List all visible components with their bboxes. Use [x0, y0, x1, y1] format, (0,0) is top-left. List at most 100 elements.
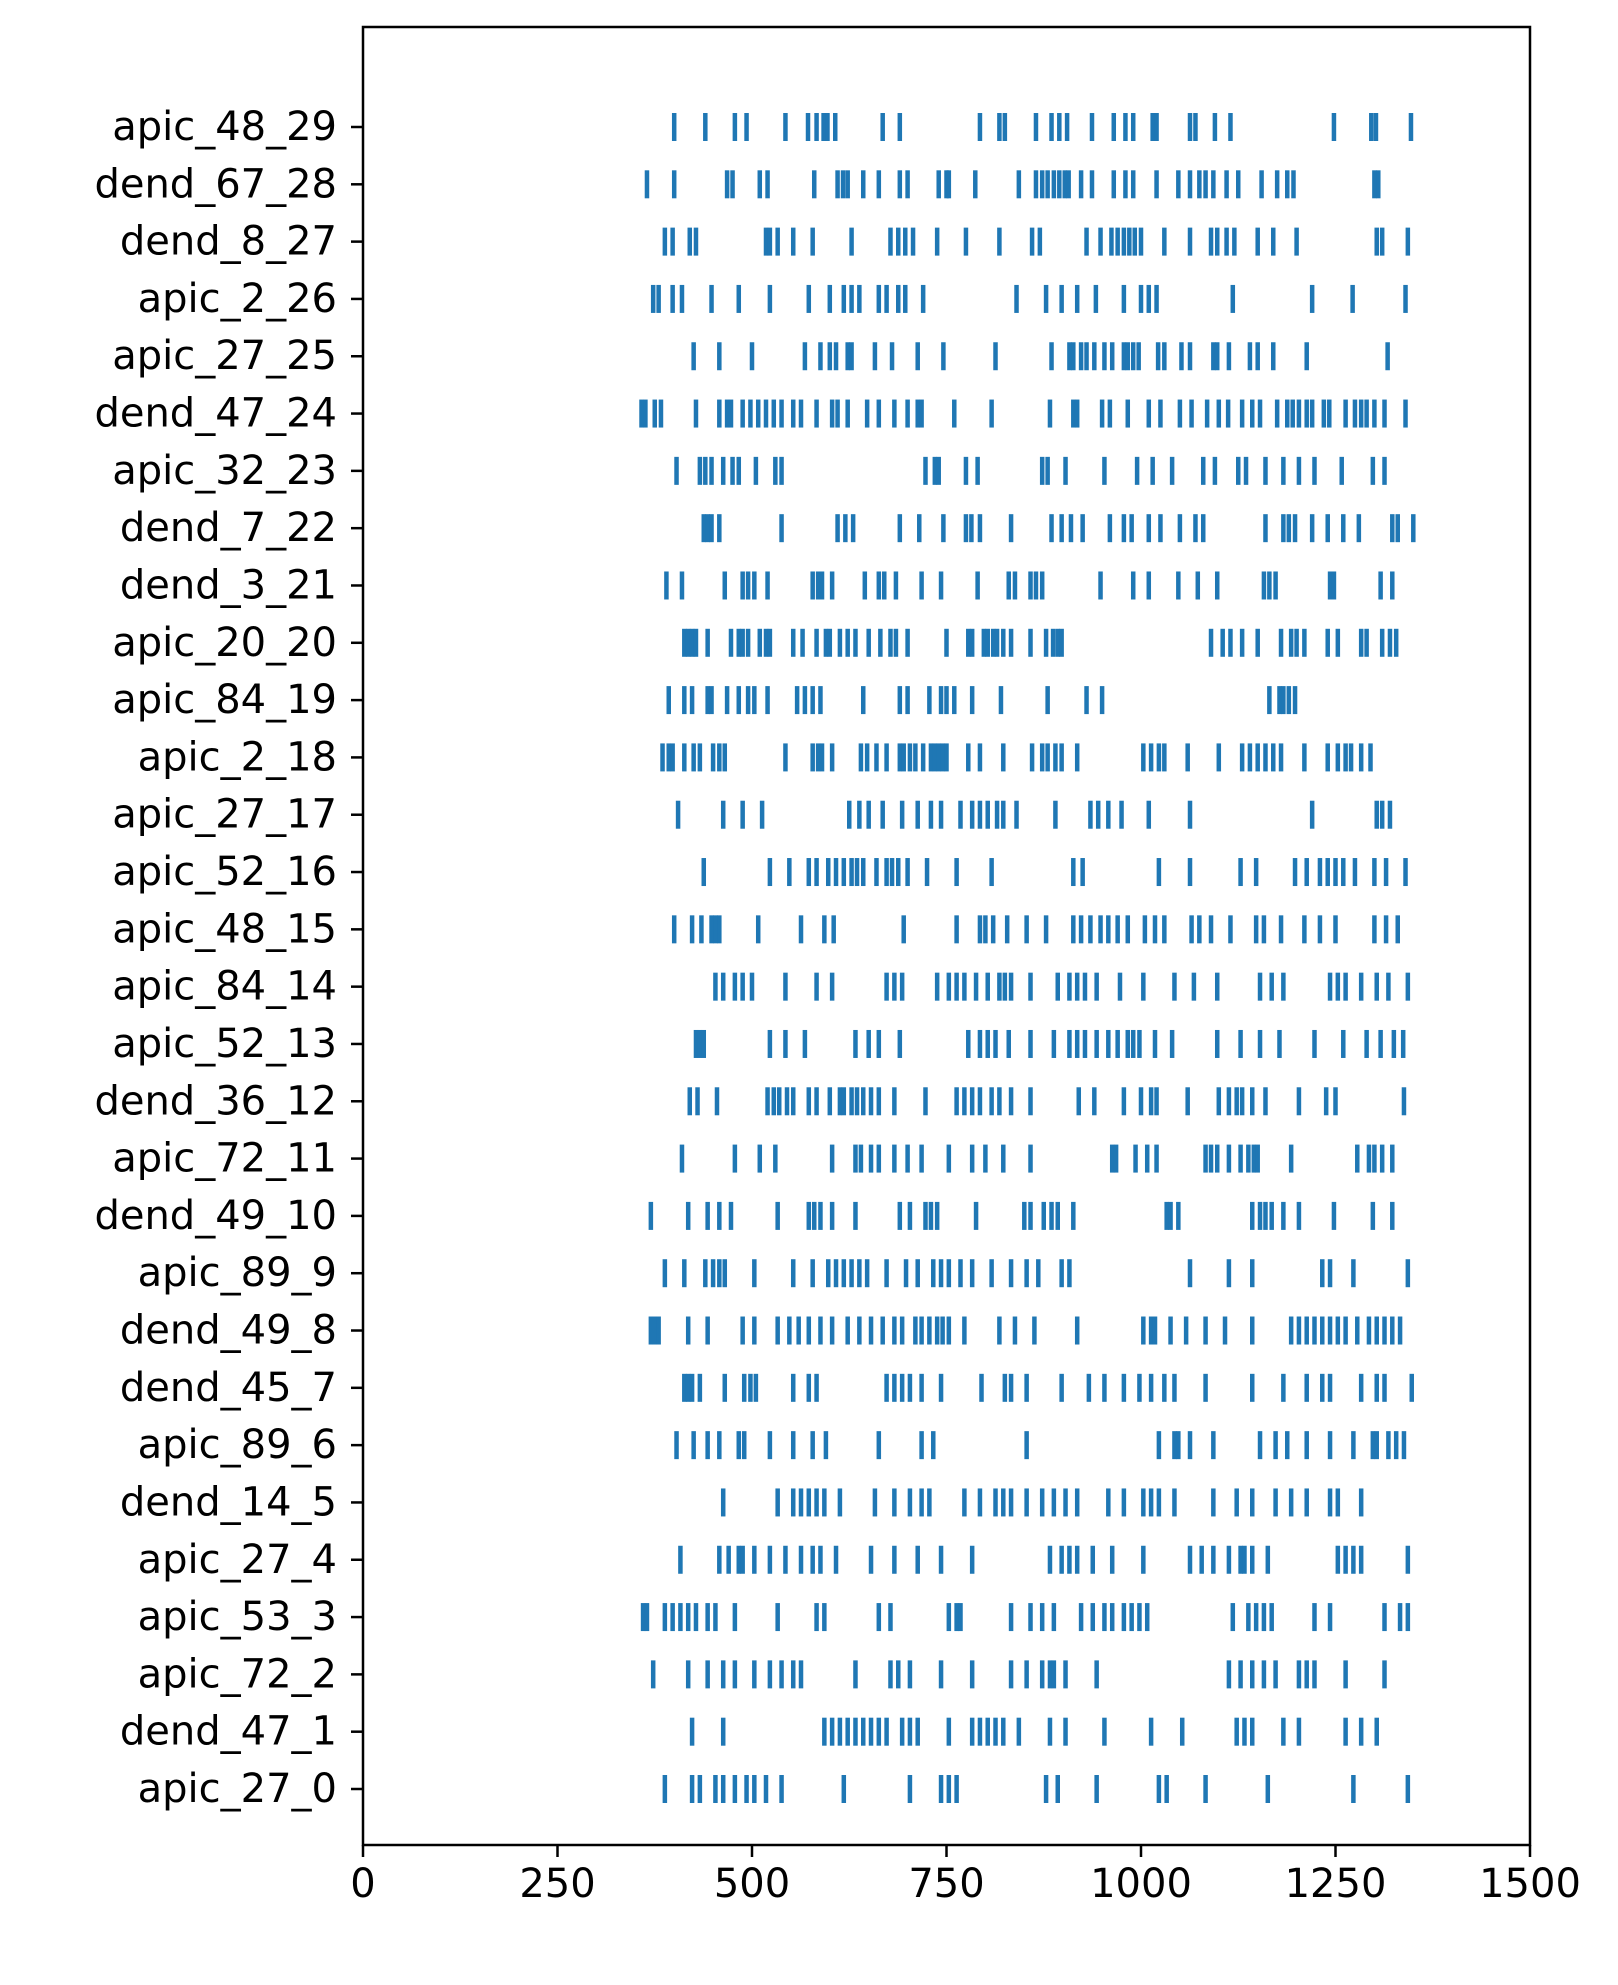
- spike-apic_27_25-14: [1049, 342, 1054, 371]
- spike-row-dend_49_8: [648, 1316, 1403, 1345]
- spike-row-apic_27_4: [678, 1545, 1411, 1574]
- spike-apic_2_18-54: [1358, 743, 1364, 772]
- spike-apic_27_25-32: [1226, 342, 1232, 371]
- spike-apic_84_14-3: [740, 972, 745, 1001]
- spike-apic_48_29-8: [825, 113, 830, 141]
- spike-apic_53_3-35: [1312, 1603, 1317, 1632]
- spike-apic_84_14-14: [962, 972, 967, 1001]
- spike-apic_72_11-33: [1372, 1144, 1377, 1173]
- spike-apic_27_0-16: [1055, 1775, 1060, 1803]
- spike-apic_20_20-10: [763, 628, 769, 657]
- spike-apic_84_14-11: [934, 972, 940, 1001]
- spike-apic_2_18-33: [1045, 743, 1050, 772]
- spike-apic_53_3-7: [705, 1603, 710, 1632]
- spike-dend_8_27-35: [1294, 227, 1299, 256]
- spike-apic_27_25-22: [1121, 342, 1127, 371]
- spike-dend_67_28-2: [724, 170, 730, 199]
- spike-dend_47_24-49: [1309, 399, 1315, 428]
- spike-apic_20_20-28: [981, 628, 987, 657]
- spike-apic_89_6-1: [691, 1431, 696, 1460]
- spike-apic_2_18-39: [1156, 743, 1162, 772]
- spike-apic_27_4-34: [1351, 1545, 1356, 1574]
- spike-dend_14_5-3: [798, 1488, 804, 1517]
- spike-apic_89_9-20: [946, 1259, 952, 1288]
- spike-apic_53_3-37: [1382, 1603, 1387, 1632]
- spike-dend_67_28-8: [840, 170, 846, 199]
- spike-dend_7_22-32: [1325, 514, 1330, 543]
- spike-dend_47_24-18: [835, 399, 840, 428]
- spike-dend_3_21-29: [1261, 571, 1267, 600]
- spike-dend_49_8-49: [1382, 1316, 1387, 1345]
- spike-dend_7_22-23: [1158, 514, 1163, 543]
- spike-apic_53_3-19: [1028, 1603, 1033, 1632]
- spike-apic_20_20-17: [837, 628, 843, 657]
- spike-apic_89_6-3: [717, 1431, 722, 1460]
- spike-row-apic_20_20: [682, 628, 1399, 657]
- spike-apic_20_20-7: [740, 628, 745, 657]
- spike-dend_7_22-12: [969, 514, 974, 543]
- spike-apic_27_25-10: [889, 342, 895, 371]
- spike-apic_72_2-8: [790, 1660, 796, 1689]
- spike-apic_20_20-33: [1008, 628, 1014, 657]
- spike-apic_2_26-26: [1230, 284, 1236, 313]
- spike-dend_36_12-29: [1092, 1087, 1097, 1116]
- spike-apic_89_9-10: [833, 1259, 839, 1288]
- spike-apic_72_11-22: [1203, 1144, 1208, 1173]
- spike-apic_89_9-31: [1250, 1259, 1255, 1288]
- spike-apic_2_18-36: [1074, 743, 1080, 772]
- spike-apic_27_0-17: [1094, 1775, 1099, 1803]
- spike-apic_89_9-2: [703, 1259, 708, 1288]
- spike-apic_2_18-35: [1059, 743, 1064, 772]
- spike-apic_72_11-35: [1390, 1144, 1395, 1173]
- spike-apic_72_11-4: [829, 1144, 835, 1173]
- spike-dend_49_8-13: [845, 1316, 850, 1345]
- spike-apic_48_29-14: [1002, 113, 1008, 141]
- spike-dend_7_22-21: [1129, 514, 1134, 543]
- spike-dend_49_10-19: [1041, 1201, 1046, 1230]
- spike-apic_48_29-16: [1049, 113, 1054, 141]
- spike-apic_2_18-31: [1029, 743, 1035, 772]
- spike-apic_48_29-21: [1123, 113, 1128, 141]
- spike-dend_47_1-4: [837, 1717, 843, 1746]
- spike-apic_72_2-4: [732, 1660, 738, 1689]
- spike-apic_52_16-8: [849, 858, 854, 887]
- spike-dend_7_22-29: [1286, 514, 1292, 543]
- spike-apic_27_0-21: [1265, 1775, 1271, 1803]
- spike-dend_49_8-0: [648, 1316, 654, 1345]
- y-axis: apic_48_29 dend_67_28 dend_8_27 apic_2_26ap…: [94, 104, 363, 1812]
- spike-dend_3_21-4: [745, 571, 751, 600]
- spike-apic_20_20-23: [893, 628, 899, 657]
- spike-apic_2_26-22: [1121, 284, 1127, 313]
- spike-apic_84_14-33: [1281, 972, 1286, 1001]
- spike-apic_48_15-3: [709, 915, 714, 944]
- spike-apic_52_16-32: [1372, 858, 1377, 887]
- spike-dend_47_24-39: [1216, 399, 1222, 428]
- spike-apic_48_15-2: [699, 915, 704, 944]
- spike-dend_7_22-2: [709, 514, 714, 543]
- x-tick-label: 1250: [1285, 1861, 1387, 1907]
- spike-dend_47_24-30: [1074, 399, 1080, 428]
- spike-dend_47_1-21: [1047, 1717, 1053, 1746]
- spike-dend_47_24-26: [952, 399, 957, 428]
- spike-apic_20_20-30: [990, 628, 996, 657]
- spike-apic_27_0-2: [697, 1775, 703, 1803]
- spike-dend_8_27-14: [934, 227, 940, 256]
- spike-row-apic_72_2: [650, 1660, 1387, 1689]
- spike-apic_52_16-30: [1341, 858, 1346, 887]
- spike-dend_47_24-44: [1274, 399, 1280, 428]
- spike-apic_2_18-2: [670, 743, 675, 772]
- spike-apic_32_23-31: [1370, 456, 1376, 485]
- spike-dend_49_8-32: [1152, 1316, 1158, 1345]
- spike-apic_89_9-0: [662, 1259, 668, 1288]
- spike-dend_47_24-13: [779, 399, 784, 428]
- spike-dend_47_24-55: [1364, 399, 1369, 428]
- plot-frame: [361, 25, 1532, 1847]
- spike-apic_27_4-15: [938, 1545, 944, 1574]
- spike-dend_8_27-20: [1098, 227, 1103, 256]
- y-tick-label: dend_3_21: [120, 562, 337, 608]
- spike-row-dend_67_28: [644, 170, 1381, 199]
- spike-apic_20_20-42: [1239, 628, 1245, 657]
- spike-apic_52_16-25: [1292, 858, 1298, 887]
- spike-apic_32_23-20: [1150, 456, 1155, 485]
- x-tick-label: 250: [519, 1861, 595, 1907]
